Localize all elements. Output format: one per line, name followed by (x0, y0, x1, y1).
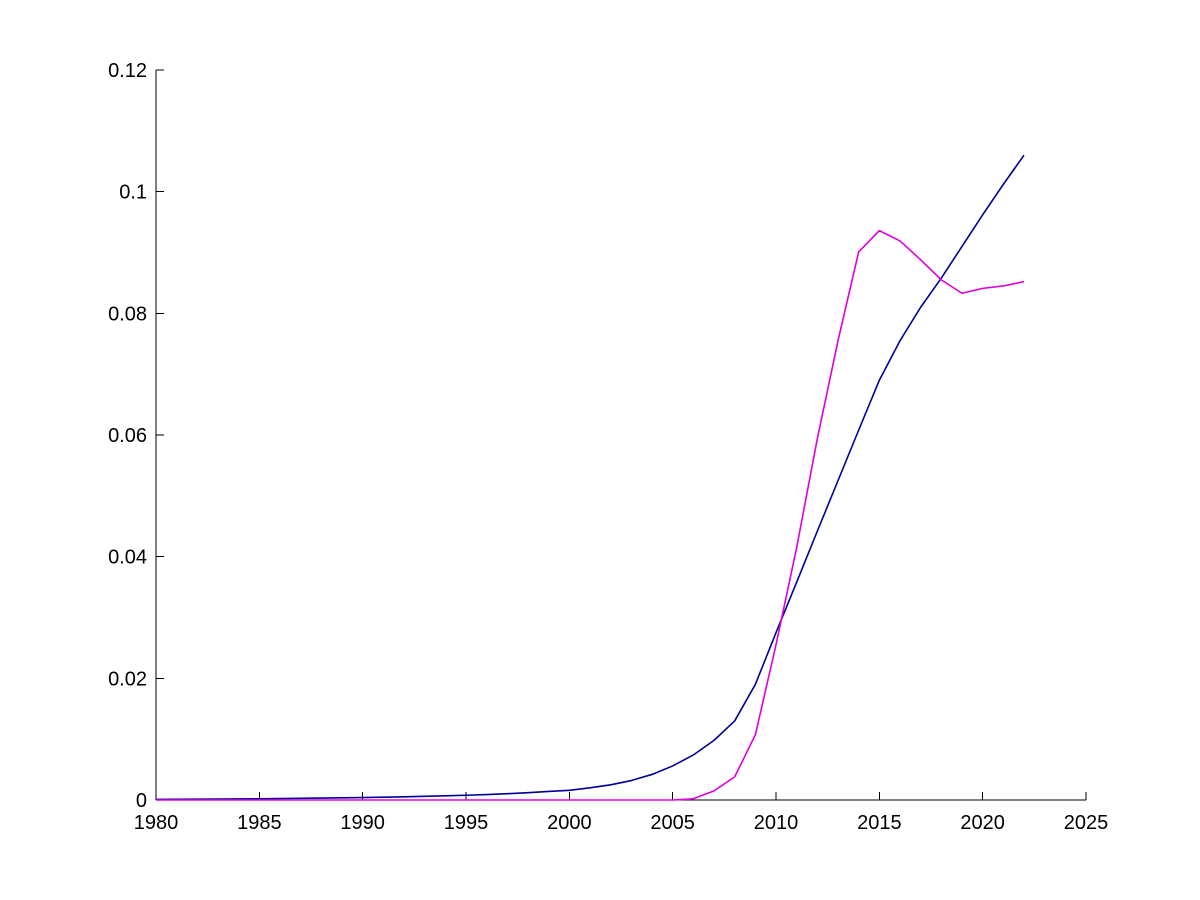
y-tick-label: 0.12 (108, 60, 147, 82)
x-tick-label: 2025 (1064, 812, 1109, 834)
y-tick-label: 0.02 (108, 668, 147, 690)
y-tick-label: 0.06 (108, 425, 147, 447)
data-line-magenta-peaked-curve (156, 229, 1025, 801)
x-tick-label: 1985 (237, 812, 282, 834)
data-line-smooth-sigmoid-curve (155, 154, 1025, 801)
y-tick-label: 0.08 (108, 303, 147, 325)
x-tick-label: 1995 (444, 812, 489, 834)
x-tick-label: 2015 (857, 812, 902, 834)
y-tick-label: 0 (136, 790, 147, 812)
x-tick-label: 2020 (960, 812, 1005, 834)
x-tick-label: 2005 (650, 812, 695, 834)
x-tick-label: 2000 (547, 812, 592, 834)
y-tick-label: 0.1 (119, 182, 147, 204)
x-tick-label: 1990 (340, 812, 385, 834)
x-tick-label: 2010 (754, 812, 799, 834)
y-tick-label: 0.04 (108, 547, 147, 569)
x-tick-label: 1980 (134, 812, 179, 834)
